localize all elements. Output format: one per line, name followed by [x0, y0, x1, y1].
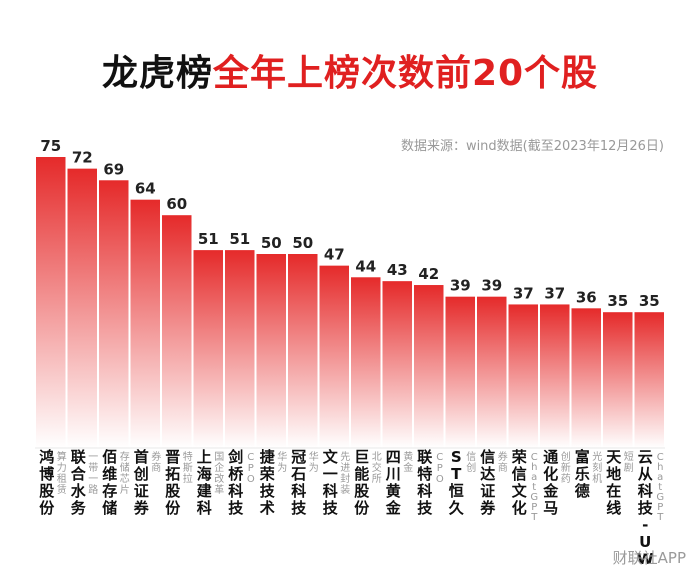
value-label-20: 35 [639, 292, 660, 310]
concept-tag-10: 先进封装 [340, 451, 350, 496]
bar-18 [571, 308, 601, 448]
concept-tag-17: 创新药 [561, 450, 571, 485]
x-tick-label-12: 四川黄金 [385, 448, 402, 517]
x-tick-label-14: S T 恒久 [449, 448, 465, 517]
bar-16 [508, 304, 538, 448]
concept-tag-8: 华为 [277, 450, 287, 474]
concept-tag-2: 一带一路 [88, 452, 98, 496]
data-source-note: 数据来源：wind数据(截至2023年12月26日) [400, 139, 664, 154]
x-tick-label-8: 捷荣技术 [259, 448, 276, 517]
concept-tag-5: 特斯拉 [183, 451, 193, 485]
value-label-19: 35 [607, 292, 628, 310]
bar-20 [634, 312, 664, 448]
bar-14 [445, 296, 475, 448]
value-label-7: 51 [229, 230, 250, 248]
value-label-10: 47 [324, 246, 345, 264]
bar-3 [99, 180, 129, 448]
value-label-13: 42 [418, 265, 439, 283]
value-label-14: 39 [450, 277, 471, 295]
x-tick-label-11: 巨能股份 [354, 448, 370, 517]
value-label-9: 50 [292, 234, 313, 252]
bar-2 [67, 168, 97, 448]
bar-10 [319, 265, 349, 448]
bar-6 [193, 250, 223, 448]
x-tick-label-18: 富乐德 [575, 448, 590, 500]
chart-title: 龙虎榜全年上榜次数前20个股 [0, 44, 700, 96]
x-tick-label-10: 文一科技 [323, 448, 339, 517]
x-tick-label-5: 晋拓股份 [165, 448, 181, 517]
x-tick-label-13: 联特科技 [417, 448, 433, 517]
concept-tag-11: 北交所 [372, 451, 382, 485]
bar-19 [603, 312, 633, 448]
value-label-3: 69 [103, 160, 124, 178]
x-tick-label-7: 剑桥科技 [227, 448, 244, 517]
x-tick-label-20: 云从科技-U W [637, 448, 654, 568]
value-label-8: 50 [261, 234, 282, 252]
value-label-15: 39 [481, 277, 502, 295]
concept-tag-1: 算力租赁 [57, 450, 67, 496]
bar-17 [540, 304, 570, 448]
bar-8 [256, 254, 286, 448]
x-tick-label-6: 上海建科 [197, 448, 213, 517]
bar-12 [382, 281, 412, 448]
x-tick-label-16: 荣信文化 [511, 448, 528, 517]
title-part1: 龙虎榜 [101, 53, 213, 94]
value-label-12: 43 [387, 261, 408, 279]
bar-7 [225, 250, 255, 448]
value-label-17: 37 [544, 284, 565, 302]
bar-13 [414, 285, 444, 448]
bar-9 [288, 254, 318, 448]
concept-tag-3: 存储芯片 [120, 450, 130, 496]
bar-15 [477, 296, 507, 448]
value-label-1: 75 [40, 137, 61, 155]
bar-11 [351, 277, 381, 448]
bar-4 [130, 199, 160, 448]
concept-tag-15: 券商 [498, 450, 508, 474]
value-label-11: 44 [355, 257, 376, 275]
concept-tag-12: 黄金 [403, 450, 413, 474]
value-label-18: 36 [576, 288, 597, 306]
value-label-6: 51 [198, 230, 219, 248]
value-label-2: 72 [72, 149, 93, 167]
watermark-text: 财联社APP [612, 549, 686, 567]
bar-1 [36, 157, 66, 448]
x-tick-label-15: 信达证券 [480, 448, 496, 517]
value-label-4: 64 [135, 180, 156, 198]
concept-tag-9: 华为 [309, 450, 319, 474]
x-tick-label-2: 联合水务 [70, 448, 87, 517]
x-tick-label-19: 天地在线 [606, 448, 622, 517]
x-tick-label-4: 首创证券 [133, 448, 150, 517]
value-label-16: 37 [513, 284, 534, 302]
concept-tag-6: 国企改革 [214, 451, 224, 496]
concept-tag-14: 信创 [466, 451, 476, 474]
x-tick-label-17: 通化金马 [542, 448, 559, 517]
x-tick-label-1: 鸿博股份 [39, 448, 55, 517]
bar-5 [162, 215, 192, 448]
concept-tag-18: 光刻机 [592, 450, 602, 485]
title-part2: 全年上榜次数前20个股 [212, 53, 599, 94]
x-tick-label-3: 佰维存储 [102, 448, 117, 517]
concept-tag-4: 券商 [151, 450, 161, 474]
value-label-5: 60 [166, 195, 187, 213]
concept-tag-19: 短剧 [624, 450, 634, 474]
x-tick-label-9: 冠石科技 [290, 448, 307, 517]
